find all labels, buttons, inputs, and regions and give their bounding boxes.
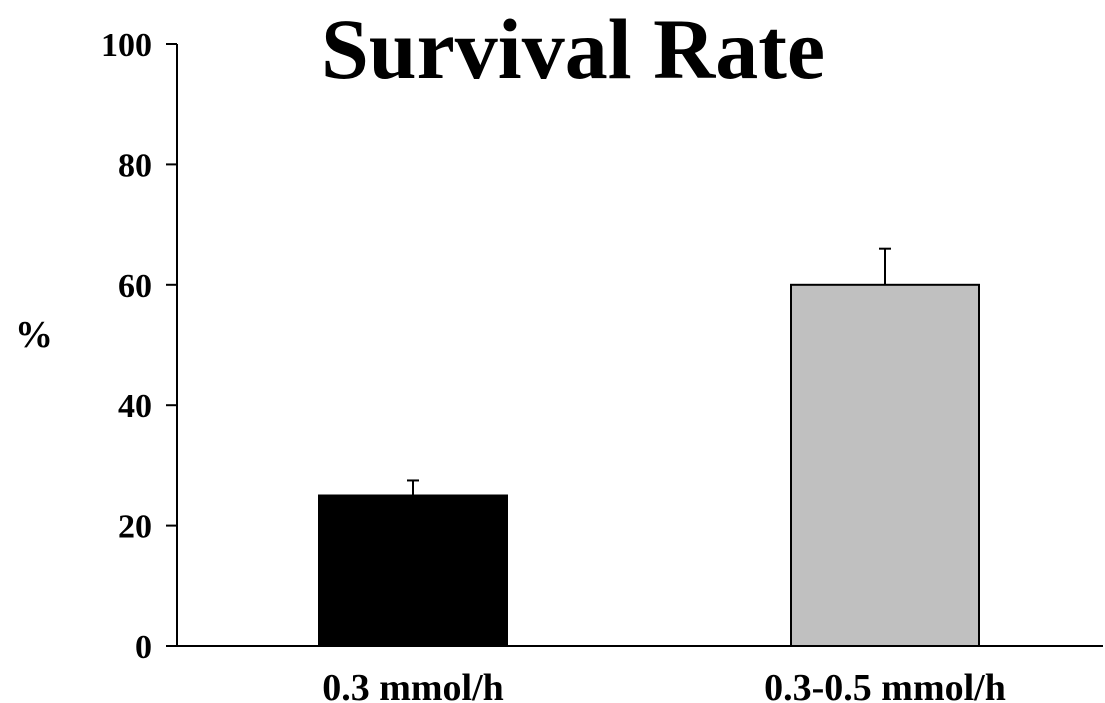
y-tick-label-0: 0 [135,629,152,666]
chart-title: Survival Rate [321,1,825,97]
tick-labels: 0 20 40 60 80 100 0.3 mmol/h 0.3-0.5 mmol/h [101,27,1006,703]
y-tick-label-20: 20 [118,509,152,546]
x-category-label-2: 0.3-0.5 mmol/h [764,667,1006,703]
bars [318,247,980,647]
bar-1 [318,494,508,647]
x-category-label-1: 0.3 mmol/h [322,667,504,703]
y-tick-label-100: 100 [101,27,152,64]
y-tick-label-60: 60 [118,268,152,305]
y-axis-label: % [15,314,53,356]
bar-2 [790,283,980,647]
y-tick-label-40: 40 [118,388,152,425]
y-tick-label-80: 80 [118,147,152,184]
